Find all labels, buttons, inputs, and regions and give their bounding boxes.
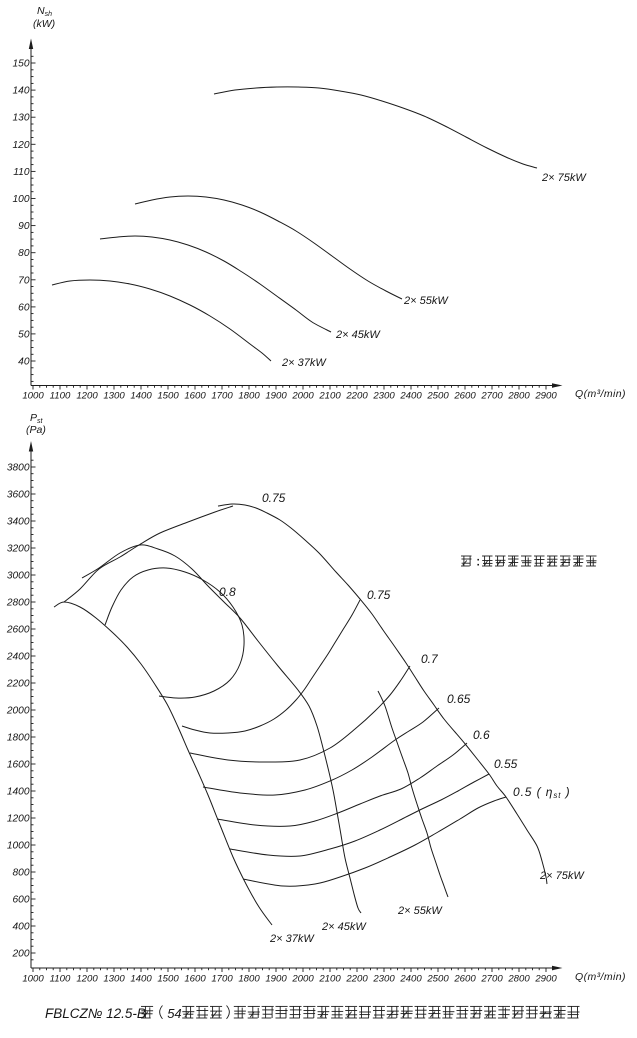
svg-text:120: 120 (13, 140, 30, 151)
svg-text:1800: 1800 (238, 391, 260, 402)
svg-text:1000: 1000 (7, 841, 30, 852)
svg-text:2200: 2200 (6, 679, 30, 690)
svg-text:0.75: 0.75 (367, 588, 391, 602)
svg-text:140: 140 (13, 86, 30, 97)
svg-text:1000: 1000 (22, 974, 44, 985)
svg-text:1700: 1700 (211, 974, 233, 985)
svg-text:1300: 1300 (103, 391, 125, 402)
svg-text:1400: 1400 (130, 974, 152, 985)
svg-text:2700: 2700 (480, 391, 503, 402)
svg-text:200: 200 (12, 949, 30, 960)
svg-text:0.75: 0.75 (262, 491, 286, 505)
svg-text:(kW): (kW) (33, 18, 55, 30)
svg-text:80: 80 (18, 248, 30, 259)
svg-text:3400: 3400 (7, 517, 30, 528)
svg-text:1500: 1500 (157, 974, 179, 985)
svg-text:1200: 1200 (76, 974, 98, 985)
svg-text:2400: 2400 (6, 652, 30, 663)
svg-text:2800: 2800 (507, 391, 530, 402)
svg-text:Q(m³/min): Q(m³/min) (575, 388, 626, 400)
svg-text:2× 45kW: 2× 45kW (321, 921, 367, 933)
svg-text:2600: 2600 (453, 974, 476, 985)
svg-text:1900: 1900 (265, 391, 287, 402)
svg-text:2200: 2200 (345, 974, 368, 985)
svg-text:2100: 2100 (318, 391, 341, 402)
svg-text:130: 130 (13, 113, 30, 124)
svg-text:2600: 2600 (6, 625, 30, 636)
svg-text:1100: 1100 (50, 974, 71, 985)
svg-text:1300: 1300 (103, 974, 125, 985)
svg-text:60: 60 (18, 302, 30, 313)
svg-text:2900: 2900 (534, 974, 557, 985)
svg-text:90: 90 (18, 221, 30, 232)
svg-text:0.8: 0.8 (219, 585, 236, 599)
svg-text:Q(m³/min): Q(m³/min) (575, 971, 626, 983)
svg-text:1000: 1000 (22, 391, 44, 402)
svg-text:1600: 1600 (184, 974, 206, 985)
svg-text:2× 37kW: 2× 37kW (269, 933, 315, 945)
svg-text:2300: 2300 (372, 391, 395, 402)
svg-text:70: 70 (18, 275, 30, 286)
svg-text:1800: 1800 (7, 733, 30, 744)
svg-text:2× 75kW: 2× 75kW (539, 870, 585, 882)
svg-text:2600: 2600 (453, 391, 476, 402)
svg-text:2000: 2000 (6, 706, 30, 717)
svg-text:3600: 3600 (7, 490, 30, 501)
svg-text:2400: 2400 (399, 974, 422, 985)
svg-text:2000: 2000 (291, 391, 314, 402)
svg-text:50: 50 (18, 329, 30, 340)
svg-text:1600: 1600 (7, 760, 30, 771)
svg-text:0.5 ( ηst ): 0.5 ( ηst ) (513, 785, 570, 800)
svg-text:40: 40 (18, 357, 30, 368)
svg-text:2000: 2000 (291, 974, 314, 985)
svg-text:3800: 3800 (7, 463, 30, 474)
svg-text:1800: 1800 (238, 974, 260, 985)
svg-text:100: 100 (13, 194, 30, 205)
svg-text:2500: 2500 (426, 974, 449, 985)
svg-text:2400: 2400 (399, 391, 422, 402)
svg-text:2300: 2300 (372, 974, 395, 985)
svg-text:(Pa): (Pa) (26, 424, 46, 436)
svg-text:1200: 1200 (76, 391, 98, 402)
svg-text:2500: 2500 (426, 391, 449, 402)
svg-text:3000: 3000 (7, 571, 30, 582)
svg-text:800: 800 (13, 868, 30, 879)
svg-text:Nsh: Nsh (37, 5, 52, 18)
svg-text:0.7: 0.7 (421, 652, 439, 666)
svg-text:2100: 2100 (318, 974, 341, 985)
svg-text:1200: 1200 (7, 814, 30, 825)
svg-text:2× 75kW: 2× 75kW (541, 172, 587, 184)
svg-text:0.6: 0.6 (473, 728, 490, 742)
svg-text:1700: 1700 (211, 391, 233, 402)
svg-text:2800: 2800 (6, 598, 30, 609)
svg-text:FBLCZ№ 12.5-B: FBLCZ№ 12.5-B (45, 1006, 146, 1021)
svg-text:1400: 1400 (130, 391, 152, 402)
svg-text:600: 600 (13, 895, 30, 906)
svg-text:2200: 2200 (345, 391, 368, 402)
svg-text:1900: 1900 (265, 974, 287, 985)
svg-text:150: 150 (13, 59, 30, 70)
svg-text:1500: 1500 (157, 391, 179, 402)
svg-text:0.65: 0.65 (447, 692, 471, 706)
svg-text:2× 45kW: 2× 45kW (335, 329, 381, 341)
svg-text:3200: 3200 (7, 544, 30, 555)
svg-text:54: 54 (167, 1006, 181, 1021)
svg-text:1400: 1400 (7, 787, 30, 798)
svg-text:2800: 2800 (507, 974, 530, 985)
svg-text:110: 110 (13, 167, 30, 178)
svg-text:2× 55kW: 2× 55kW (397, 905, 443, 917)
svg-text:1600: 1600 (184, 391, 206, 402)
svg-text:2× 55kW: 2× 55kW (403, 295, 449, 307)
svg-text:2900: 2900 (534, 391, 557, 402)
svg-text:400: 400 (13, 922, 30, 933)
svg-text:0.55: 0.55 (494, 757, 518, 771)
svg-text:1100: 1100 (50, 391, 71, 402)
svg-text:2700: 2700 (480, 974, 503, 985)
svg-text:2× 37kW: 2× 37kW (281, 357, 327, 369)
